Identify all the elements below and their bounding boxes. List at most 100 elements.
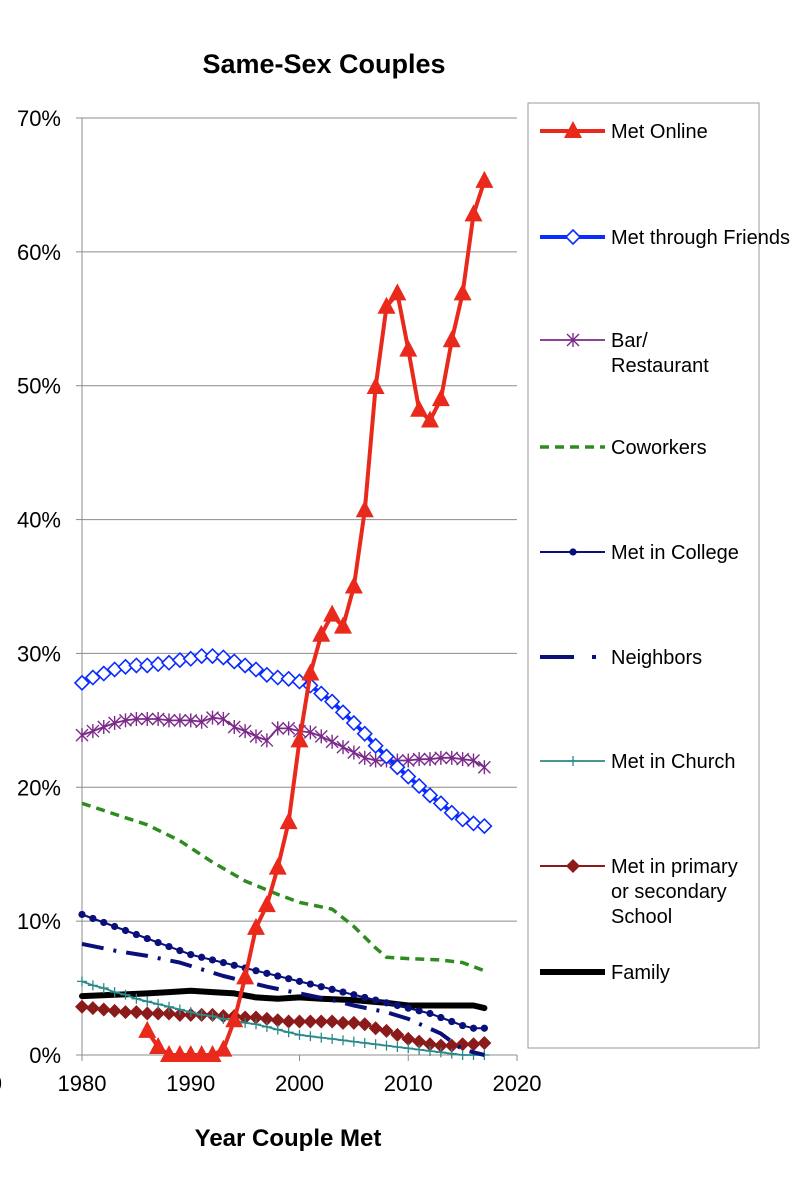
diamond-marker: [357, 1017, 372, 1032]
series-line: [79, 987, 488, 1012]
diamond-marker: [401, 1031, 416, 1046]
dot-marker: [230, 961, 238, 969]
diamond-marker: [400, 768, 417, 785]
plus-marker: [272, 1024, 283, 1035]
legend-entry: Met Online: [540, 121, 708, 143]
diamond-marker: [96, 1002, 111, 1017]
plus-marker: [359, 1037, 370, 1048]
series-met-in-primary-or-secondary-school: [75, 999, 492, 1053]
dot-marker: [415, 1007, 423, 1015]
diamond-marker: [346, 1015, 361, 1030]
plot-area: [73, 170, 494, 1062]
dot-marker: [404, 1004, 412, 1012]
legend-entry: Bar/Restaurant: [540, 330, 709, 377]
diamond-marker: [566, 859, 580, 873]
triangle-marker: [410, 399, 429, 417]
dot-marker: [448, 1017, 456, 1026]
y-tick-label: 0%: [29, 1043, 61, 1068]
diamond-marker: [128, 657, 145, 674]
legend-label: Met through Friends: [611, 227, 790, 249]
star-marker: [238, 724, 252, 739]
plus-marker: [131, 993, 142, 1004]
y-tick-label: 30%: [17, 641, 61, 666]
diamond-marker: [238, 1010, 253, 1025]
plus-marker: [77, 976, 87, 987]
diamond-marker: [269, 669, 286, 686]
x-tick-label: 1990: [166, 1071, 215, 1096]
star-marker: [347, 745, 361, 760]
diamond-marker: [432, 795, 450, 812]
y-tick-label: 20%: [17, 775, 61, 800]
dot-marker: [361, 993, 369, 1002]
triangle-marker: [236, 967, 255, 985]
plus-marker: [381, 1040, 392, 1051]
star-marker: [140, 712, 154, 727]
diamond-marker: [368, 1021, 383, 1036]
triangle-marker: [279, 812, 298, 830]
series-met-in-church: [77, 976, 490, 1060]
dot-marker: [295, 977, 304, 985]
legend-label: Met in primary: [611, 856, 738, 878]
series-line: [81, 801, 486, 973]
diamond-marker: [336, 1015, 350, 1030]
dot-marker: [263, 969, 271, 977]
series-line: [81, 716, 486, 769]
dot-marker: [372, 996, 380, 1004]
star-marker: [108, 716, 122, 731]
plus-marker: [207, 1011, 218, 1022]
legend-entry: Coworkers: [540, 437, 707, 459]
plus-marker: [446, 1048, 457, 1059]
diamond-marker: [85, 1001, 100, 1016]
series-met-in-college: [78, 910, 488, 1032]
plus-marker: [251, 1019, 261, 1030]
diamond-marker: [107, 1003, 122, 1018]
dot-marker: [274, 972, 282, 980]
dot-marker: [78, 910, 86, 919]
dot-marker: [121, 926, 130, 935]
diamond-marker: [389, 759, 406, 776]
diamond-marker: [151, 1006, 166, 1021]
dot-marker: [350, 991, 358, 999]
x-tick-label: 2000: [275, 1071, 324, 1096]
star-marker: [401, 753, 415, 768]
legend-label: or secondary: [611, 881, 727, 903]
diamond-marker: [160, 654, 178, 671]
diamond-marker: [270, 1013, 285, 1028]
diamond-marker: [476, 817, 493, 835]
diamond-marker: [444, 1038, 459, 1053]
triangle-marker: [225, 1010, 244, 1028]
diamond-marker: [367, 737, 384, 754]
legend-entry: Met through Friends: [540, 227, 790, 249]
diamond-marker: [249, 1010, 263, 1025]
star-marker: [445, 750, 459, 765]
legend-label: Met Online: [611, 121, 708, 143]
dot-marker: [437, 1013, 445, 1022]
diamond-marker: [421, 787, 439, 804]
star-marker: [325, 734, 339, 749]
dot-marker: [208, 956, 217, 964]
triangle-marker: [464, 204, 483, 222]
plus-marker: [392, 1041, 403, 1052]
axes: [76, 117, 518, 1061]
diamond-marker: [443, 804, 460, 821]
triangle-marker: [377, 296, 396, 314]
plus-marker: [174, 1004, 185, 1015]
y-tick-label: 10%: [17, 909, 61, 934]
triangle-marker: [138, 1020, 157, 1038]
star-marker: [184, 713, 198, 728]
dot-marker: [393, 1001, 401, 1010]
dot-marker: [252, 967, 260, 975]
diamond-marker: [247, 661, 265, 678]
triangle-marker: [431, 389, 450, 407]
plus-marker: [196, 1009, 207, 1020]
diamond-marker: [172, 1007, 187, 1022]
plus-marker: [261, 1021, 272, 1032]
dot-marker: [285, 975, 293, 983]
plus-marker: [109, 987, 120, 998]
triangle-marker: [214, 1039, 233, 1057]
dot-marker: [100, 918, 108, 927]
plus-marker: [403, 1043, 414, 1054]
star-marker: [412, 752, 426, 767]
legend-label: Restaurant: [611, 355, 709, 377]
legend-label: Met in College: [611, 542, 739, 564]
